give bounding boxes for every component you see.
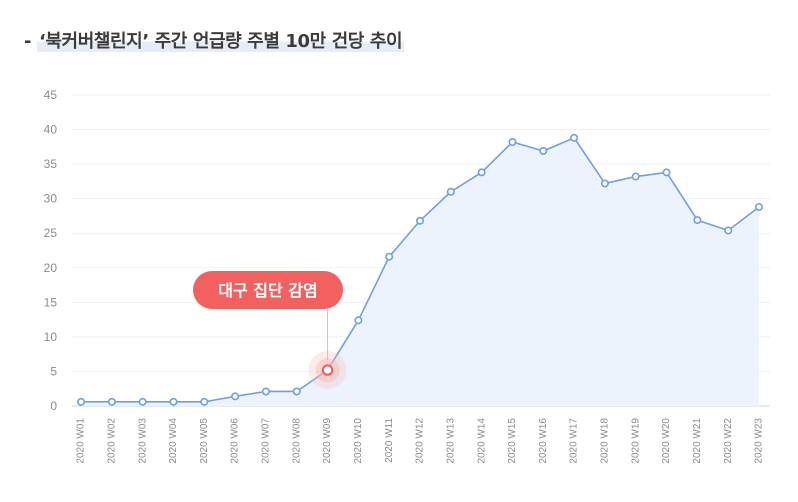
annotation-callout-bubble — [193, 271, 343, 309]
x-tick-label: 2020 W17 — [569, 418, 580, 464]
x-tick-label: 2020 W04 — [168, 418, 179, 464]
data-point — [77, 397, 86, 406]
y-tick-label: 30 — [44, 192, 58, 206]
data-point — [415, 216, 424, 225]
y-tick-label: 40 — [44, 123, 58, 137]
x-tick-label: 2020 W20 — [661, 418, 672, 464]
y-tick-label: 0 — [50, 399, 57, 413]
x-tick-label: 2020 W14 — [476, 418, 487, 464]
data-point — [321, 364, 334, 376]
title-text: ‘북커버챌린지’ 주간 언급량 주별 10만 건당 추이 — [36, 31, 405, 52]
x-tick-label: 2020 W22 — [723, 418, 734, 464]
data-point — [477, 168, 486, 177]
x-tick-label: 2020 W16 — [538, 418, 549, 464]
data-point — [138, 397, 147, 406]
x-tick-label: 2020 W02 — [106, 418, 117, 464]
x-tick-label: 2020 W03 — [137, 418, 148, 464]
x-tick-label: 2020 W09 — [322, 418, 333, 464]
y-tick-label: 20 — [44, 261, 58, 275]
title-prefix: - — [24, 31, 37, 52]
data-point — [200, 397, 209, 406]
x-tick-label: 2020 W07 — [261, 418, 272, 464]
data-point — [570, 133, 579, 142]
y-tick-label: 25 — [44, 226, 58, 240]
data-point — [107, 397, 116, 406]
x-tick-label: 2020 W01 — [76, 418, 87, 464]
point-layer — [77, 133, 763, 406]
x-tick-label: 2020 W15 — [507, 418, 518, 464]
data-point — [662, 168, 671, 177]
data-point — [354, 316, 363, 325]
y-tick-label: 35 — [44, 157, 58, 171]
x-tick-label: 2020 W05 — [199, 418, 210, 464]
data-point — [754, 202, 763, 211]
area-layer — [81, 137, 759, 407]
x-tick-label: 2020 W08 — [291, 418, 302, 464]
x-tick-label: 2020 W06 — [230, 418, 241, 464]
data-point — [724, 226, 733, 235]
data-point — [539, 146, 548, 155]
data-point — [292, 387, 301, 396]
chart-title: - ‘북커버챌린지’ 주간 언급량 주별 10만 건당 추이 — [24, 30, 405, 54]
x-tick-label: 2020 W12 — [415, 418, 426, 464]
y-tick-label: 15 — [44, 295, 58, 309]
axis-layer: 0 5 10 15 20 25 30 35 40 45 2020 W01 2020 W02 2020 W… — [44, 88, 765, 464]
y-tick-label: 45 — [44, 88, 58, 102]
data-point — [693, 216, 702, 225]
annotation-layer: 대구 집단 감염 — [193, 271, 343, 361]
series-area — [81, 137, 759, 407]
x-tick-label: 2020 W18 — [600, 418, 611, 464]
data-point — [446, 187, 455, 196]
y-tick-label: 5 — [50, 364, 57, 378]
y-tick-label: 10 — [44, 330, 58, 344]
data-point — [631, 172, 640, 181]
data-point — [231, 392, 240, 401]
x-tick-label: 2020 W21 — [692, 418, 703, 464]
x-tick-label: 2020 W11 — [384, 418, 395, 463]
x-tick-label: 2020 W10 — [353, 418, 364, 464]
data-point — [600, 179, 609, 188]
data-point — [169, 397, 178, 406]
x-tick-label: 2020 W19 — [630, 418, 641, 464]
data-point — [508, 137, 517, 146]
data-point — [261, 387, 270, 396]
annotation-callout-text: 대구 집단 감염 — [218, 281, 317, 300]
data-point — [385, 252, 394, 261]
x-tick-label: 2020 W23 — [754, 418, 765, 464]
x-tick-label: 2020 W13 — [445, 418, 456, 464]
